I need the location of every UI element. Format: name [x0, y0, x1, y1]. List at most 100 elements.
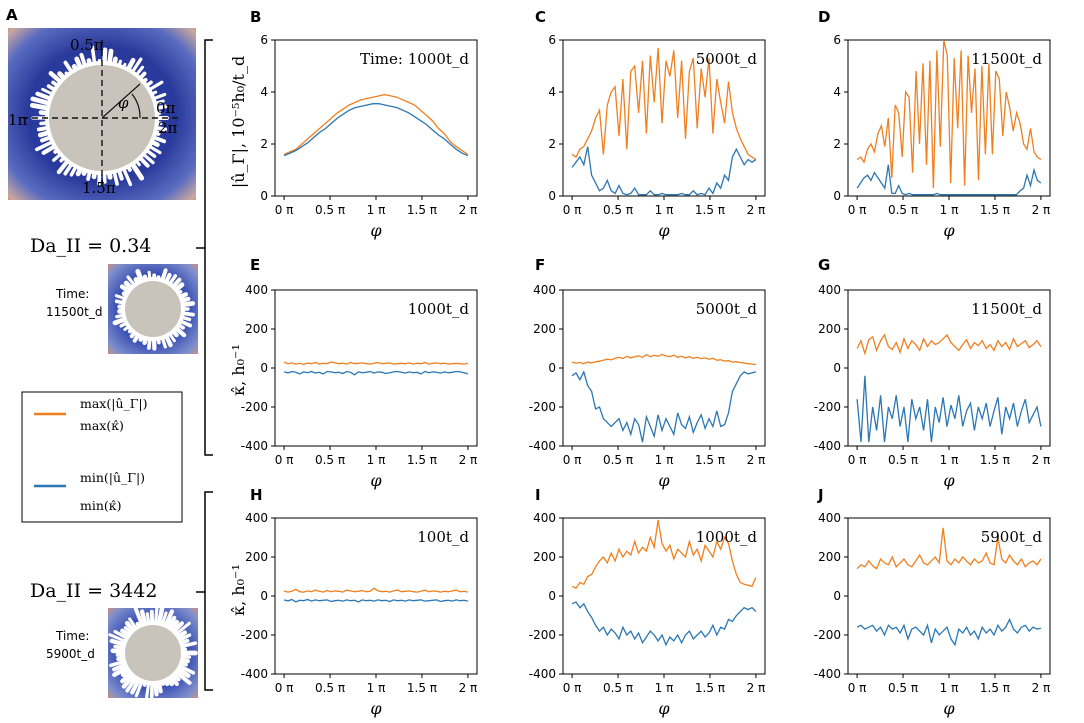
- series-max-line: [283, 361, 469, 366]
- y-tick-label: -200: [529, 628, 556, 642]
- polar-label-0pi: 0π: [156, 99, 176, 117]
- chart-f: -400 -200 0 200 400 0 π 0.5 π 1 π 1.5 π 2 π φ 5000t…: [529, 283, 766, 490]
- y-tick-label: -200: [529, 400, 556, 414]
- y-tick-label: 4: [548, 85, 556, 99]
- bracket-1: [204, 39, 213, 456]
- series-max-line: [856, 39, 1042, 189]
- x-tick-label: 1 π: [655, 681, 674, 695]
- x-tick-label: 1.5 π: [695, 681, 725, 695]
- series-max-line: [571, 519, 757, 590]
- x-tick-label: 1.5 π: [980, 453, 1010, 467]
- x-tick-label: 0.5 π: [888, 453, 918, 467]
- y-tick-label: 400: [533, 511, 556, 525]
- x-tick-label: 2 π: [747, 203, 766, 217]
- series-max-line: [283, 587, 469, 593]
- panel-letter-g: G: [818, 256, 830, 274]
- panel-letter-a: A: [6, 6, 18, 24]
- x-tick-label: 1.5 π: [980, 681, 1010, 695]
- y-tick-label: 0: [260, 589, 268, 603]
- y-tick-label: -200: [814, 400, 841, 414]
- x-axis-label: φ: [658, 471, 670, 490]
- y-tick-label: 0: [548, 589, 556, 603]
- thumbnail-1: [108, 264, 198, 354]
- y-tick-label: 400: [818, 283, 841, 297]
- da-label-2: Da_II = 3442: [30, 580, 157, 602]
- x-tick-label: 0 π: [563, 453, 582, 467]
- x-tick-label: 1 π: [367, 681, 386, 695]
- x-tick-label: 1 π: [367, 453, 386, 467]
- y-tick-label: -200: [814, 628, 841, 642]
- series-min-line: [283, 370, 469, 376]
- series-max-line: [571, 47, 757, 161]
- y-tick-label: 6: [833, 33, 841, 47]
- series-min-line: [856, 617, 1042, 647]
- time-annotation: 5900t_d: [981, 528, 1043, 546]
- x-tick-label: 0.5 π: [888, 203, 918, 217]
- y-tick-label: 0: [548, 189, 556, 203]
- x-tick-label: 0.5 π: [315, 681, 345, 695]
- y-tick-label: 2: [548, 137, 556, 151]
- series-min-line: [571, 370, 757, 443]
- y-tick-label: -400: [241, 439, 268, 453]
- x-tick-label: 0.5 π: [315, 203, 345, 217]
- polar-label-15pi: 1.5π: [82, 179, 116, 197]
- x-tick-label: 2 π: [459, 203, 478, 217]
- time-annotation: Time: 1000t_d: [360, 50, 469, 68]
- chart-c: 0 2 4 6 0 π 0.5 π 1 π 1.5 π 2 π φ 5000t_d: [548, 33, 766, 240]
- polar-label-phi: φ: [118, 94, 129, 112]
- x-tick-label: 2 π: [747, 681, 766, 695]
- panel-letter-e: E: [250, 256, 260, 274]
- legend: max(|û_Γ|) max(κ̂) min(|û_Γ|) min(κ̂): [21, 391, 183, 523]
- x-tick-label: 1 π: [655, 453, 674, 467]
- y-tick-label: 4: [833, 85, 841, 99]
- thumb2-time-line2: 5900t_d: [46, 647, 95, 661]
- series-min-line: [283, 103, 469, 157]
- chart-b: 0 2 4 6 0 π 0.5 π 1 π 1.5 π 2 π φ Time: 1000t_d: [260, 33, 478, 240]
- x-tick-label: 2 π: [459, 453, 478, 467]
- y-tick-label: 400: [818, 511, 841, 525]
- y-tick-label: 200: [533, 322, 556, 336]
- y-tick-label: 6: [260, 33, 268, 47]
- y-tick-label: 200: [533, 550, 556, 564]
- panel-letter-c: C: [535, 8, 546, 26]
- panel-a-image: 0.5π 0π 2π 1π 1.5π φ: [8, 28, 196, 200]
- x-tick-label: 0 π: [848, 453, 867, 467]
- time-annotation: 1000t_d: [696, 528, 758, 546]
- time-annotation: 11500t_d: [971, 300, 1042, 318]
- panel-letter-b: B: [250, 8, 261, 26]
- x-tick-label: 1 π: [940, 203, 959, 217]
- x-tick-label: 0 π: [848, 681, 867, 695]
- thumb1-time-line2: 11500t_d: [46, 305, 103, 319]
- chart-e: -400 -200 0 200 400 0 π 0.5 π 1 π 1.5 π 2 π φ 1000t…: [241, 283, 478, 490]
- y-tick-label: 0: [548, 361, 556, 375]
- polar-label-05pi: 0.5π: [70, 36, 104, 54]
- time-annotation: 1000t_d: [408, 300, 470, 318]
- x-tick-label: 0.5 π: [603, 203, 633, 217]
- y-tick-label: 200: [818, 550, 841, 564]
- x-tick-label: 1 π: [940, 453, 959, 467]
- chart-d: 0 2 4 6 0 π 0.5 π 1 π 1.5 π 2 π φ 11500t_d: [833, 33, 1051, 240]
- legend-orange-line2: max(κ̂): [80, 418, 124, 433]
- x-tick-label: 1.5 π: [695, 203, 725, 217]
- x-tick-label: 0.5 π: [315, 453, 345, 467]
- y-tick-label: 0: [833, 189, 841, 203]
- bracket-2: [204, 491, 213, 691]
- y-tick-label: 6: [548, 33, 556, 47]
- series-max-line: [283, 93, 469, 155]
- x-axis-label: φ: [943, 221, 955, 240]
- legend-orange-line1: max(|û_Γ|): [80, 396, 148, 411]
- x-tick-label: 1.5 π: [695, 453, 725, 467]
- x-tick-label: 2 π: [459, 681, 478, 695]
- y-tick-label: 0: [833, 361, 841, 375]
- panel-letter-i: I: [535, 486, 541, 504]
- chart-g: -400 -200 0 200 400 0 π 0.5 π 1 π 1.5 π 2 π φ 11500…: [814, 283, 1051, 490]
- y-tick-label: -400: [814, 667, 841, 681]
- y-tick-label: 200: [245, 550, 268, 564]
- y-tick-label: -400: [814, 439, 841, 453]
- y-tick-label: 200: [818, 322, 841, 336]
- x-axis-label: φ: [370, 221, 382, 240]
- y-tick-label: -400: [241, 667, 268, 681]
- y-tick-label: 0: [260, 361, 268, 375]
- series-min-line: [571, 601, 757, 647]
- y-tick-label: 400: [245, 283, 268, 297]
